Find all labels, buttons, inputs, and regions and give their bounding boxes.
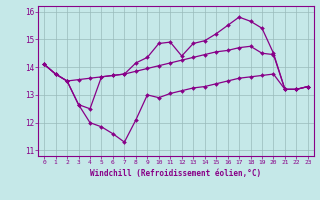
- X-axis label: Windchill (Refroidissement éolien,°C): Windchill (Refroidissement éolien,°C): [91, 169, 261, 178]
